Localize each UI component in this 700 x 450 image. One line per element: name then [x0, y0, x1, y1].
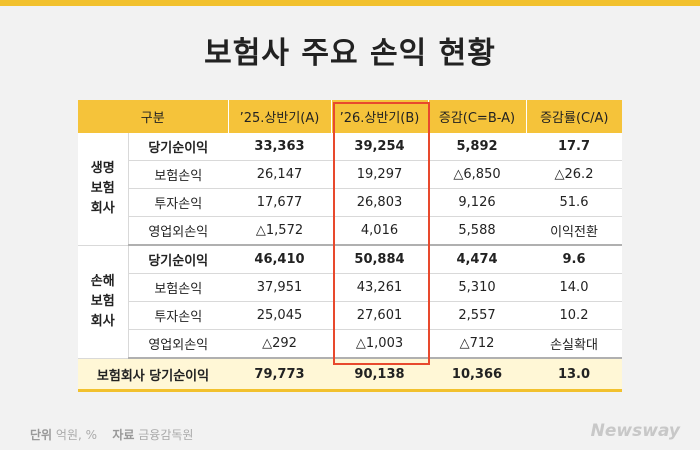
cell-b: △1,003: [331, 329, 428, 359]
footer-note: 단위 억원, % 자료 금융감독원: [30, 426, 193, 443]
row-label: 영업외손익: [128, 329, 228, 359]
header-category: 구분: [78, 100, 229, 133]
group-life-insurance: 생명 보험 회사: [78, 133, 129, 246]
top-accent-bar: [0, 0, 700, 6]
table-row: 보험손익 37,951 43,261 5,310 14.0: [78, 273, 622, 302]
cell-b: 39,254: [331, 133, 428, 161]
header-change-rate: 증감률(C/A): [526, 100, 622, 133]
row-label: 보험손익: [128, 160, 228, 189]
cell-b: 4,016: [331, 216, 428, 246]
table-row: 영업외손익 △1,572 4,016 5,588 이익전환: [78, 216, 622, 246]
table-row: 손해 보험 회사 당기순이익 46,410 50,884 4,474 9.6: [78, 245, 622, 359]
cell-rate: 손실확대: [526, 329, 622, 359]
total-row: 보험회사 당기순이익 79,773 90,138 10,366 13.0: [78, 358, 622, 392]
table-row: 투자손익 17,677 26,803 9,126 51.6: [78, 188, 622, 217]
unit-label: 단위: [30, 428, 53, 442]
header-2025h1: ’25.상반기(A): [228, 100, 332, 133]
cell-b: 50,884: [331, 245, 428, 274]
page-title: 보험사 주요 손익 현황: [204, 36, 496, 71]
source-value: 금융감독원: [138, 428, 194, 442]
cell-rate: △26.2: [526, 160, 622, 189]
table-row: 보험손익 26,147 19,297 △6,850 △26.2: [78, 160, 622, 189]
header-change: 증감(C=B-A): [428, 100, 527, 133]
row-label: 당기순이익: [128, 245, 228, 274]
total-b: 90,138: [331, 358, 428, 392]
cell-b: 43,261: [331, 273, 428, 302]
cell-a: 33,363: [228, 133, 331, 161]
cell-a: △292: [228, 329, 331, 359]
unit-value: 억원, %: [55, 428, 98, 442]
table-header-row: 구분 ’25.상반기(A) ’26.상반기(B) 증감(C=B-A) 증감률(C…: [78, 100, 622, 133]
cell-a: 17,677: [228, 188, 331, 217]
cell-a: 25,045: [228, 301, 331, 330]
cell-rate: 14.0: [526, 273, 622, 302]
brand-logo: Newsway: [590, 421, 680, 441]
cell-c: △712: [428, 329, 526, 359]
cell-a: 26,147: [228, 160, 331, 189]
cell-rate: 10.2: [526, 301, 622, 330]
source-label: 자료: [112, 428, 135, 442]
row-label: 영업외손익: [128, 216, 228, 246]
total-c: 10,366: [428, 358, 526, 392]
total-rate: 13.0: [526, 358, 622, 392]
cell-c: 2,557: [428, 301, 526, 330]
cell-c: △6,850: [428, 160, 526, 189]
cell-a: 37,951: [228, 273, 331, 302]
cell-c: 9,126: [428, 188, 526, 217]
cell-a: 46,410: [228, 245, 331, 274]
insurance-profit-table: 구분 ’25.상반기(A) ’26.상반기(B) 증감(C=B-A) 증감률(C…: [78, 100, 622, 392]
cell-a: △1,572: [228, 216, 331, 246]
cell-c: 4,474: [428, 245, 526, 274]
cell-b: 26,803: [331, 188, 428, 217]
row-label: 보험손익: [128, 273, 228, 302]
cell-c: 5,588: [428, 216, 526, 246]
row-label: 투자손익: [128, 188, 228, 217]
table-row: 영업외손익 △292 △1,003 △712 손실확대: [78, 329, 622, 359]
group-nonlife-insurance: 손해 보험 회사: [78, 245, 129, 359]
table-row: 투자손익 25,045 27,601 2,557 10.2: [78, 301, 622, 330]
cell-rate: 51.6: [526, 188, 622, 217]
cell-rate: 9.6: [526, 245, 622, 274]
cell-b: 27,601: [331, 301, 428, 330]
cell-c: 5,892: [428, 133, 526, 161]
cell-rate: 17.7: [526, 133, 622, 161]
row-label: 투자손익: [128, 301, 228, 330]
cell-c: 5,310: [428, 273, 526, 302]
cell-rate: 이익전환: [526, 216, 622, 246]
total-label: 보험회사 당기순이익: [78, 358, 228, 392]
table-row: 생명 보험 회사 당기순이익 33,363 39,254 5,892 17.7: [78, 133, 622, 246]
row-label: 당기순이익: [128, 133, 228, 161]
total-a: 79,773: [228, 358, 331, 392]
cell-b: 19,297: [331, 160, 428, 189]
header-2026h1: ’26.상반기(B): [331, 100, 429, 133]
